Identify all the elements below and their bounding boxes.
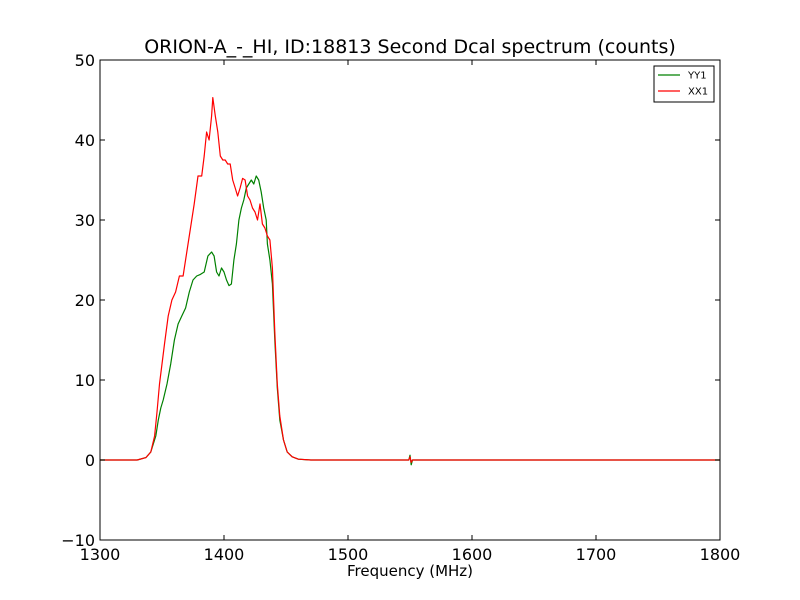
x-tick-label: 1800 <box>700 545 741 564</box>
y-tick-label: 10 <box>75 371 95 390</box>
legend-label-yy1: YY1 <box>687 71 707 82</box>
y-tick-label: 20 <box>75 291 95 310</box>
legend-box <box>653 65 715 103</box>
y-tick-label: −10 <box>61 531 95 550</box>
y-tick-label: 50 <box>75 51 95 70</box>
x-tick-label: 1300 <box>80 545 121 564</box>
y-tick-label: 40 <box>75 131 95 150</box>
x-tick-label: 1600 <box>452 545 493 564</box>
series-line-xx1 <box>100 97 720 463</box>
chart-title: ORION-A_-_HI, ID:18813 Second Dcal spect… <box>144 36 676 58</box>
y-tick-label: 30 <box>75 211 95 230</box>
x-tick-label: 1500 <box>328 545 369 564</box>
y-tick-label: 0 <box>85 451 95 470</box>
x-tick-label: 1400 <box>204 545 245 564</box>
x-axis-label: Frequency (MHz) <box>347 562 473 580</box>
x-tick-label: 1700 <box>576 545 617 564</box>
ticks-layer: 1300 1400 1500 1600 1700 1800 −10 0 10 20 30 40 50 <box>61 51 740 564</box>
series-layer <box>100 97 720 466</box>
legend-label-xx1: XX1 <box>688 87 708 98</box>
plot-frame <box>99 59 721 541</box>
